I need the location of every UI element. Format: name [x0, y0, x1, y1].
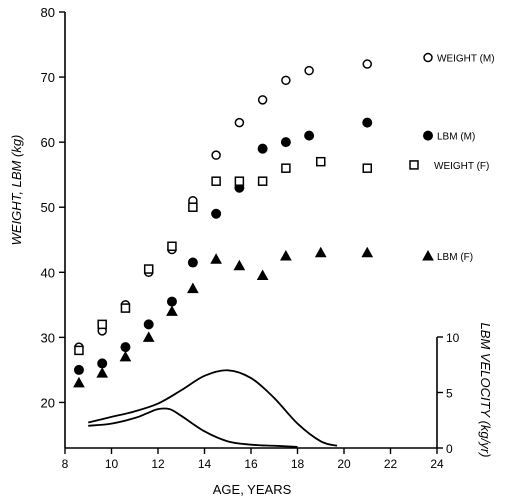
- legend: WEIGHT (M) LBM (M) WEIGHT (F) LBM (F): [409, 52, 495, 263]
- x-tick-label-18: 18: [291, 457, 305, 471]
- y-tick-label-50: 50: [41, 200, 55, 215]
- point-lbm-m-4: [166, 296, 177, 307]
- legend-marker-weight-m: [423, 52, 433, 63]
- legend-label-weight-m: WEIGHT (M): [437, 54, 495, 65]
- legend-label-lbm-m: LBM (M): [437, 132, 475, 143]
- y-tick-label-80: 80: [41, 5, 55, 20]
- point-lbm-m-6: [211, 208, 222, 219]
- point-lbm-f-7: [233, 259, 246, 271]
- y-axis-label: WEIGHT, LBM (kg): [9, 135, 24, 246]
- point-lbm-m-1: [97, 358, 108, 369]
- point-lbm-f-2: [119, 350, 132, 362]
- x-tick-label-20: 20: [337, 457, 351, 471]
- point-lbm-f-8: [256, 269, 269, 281]
- point-weight-f-6: [211, 176, 221, 186]
- legend-label-weight-f: WEIGHT (F): [434, 161, 489, 172]
- velocity-curves: [88, 369, 338, 448]
- velocity-curve-1: [88, 369, 338, 447]
- legend-label-lbm-f: LBM (F): [437, 252, 473, 263]
- point-lbm-f-11: [361, 246, 374, 258]
- point-weight-f-5: [188, 202, 198, 212]
- legend-marker-lbm-m: [423, 130, 433, 141]
- point-weight-f-11: [362, 163, 372, 173]
- point-weight-f-1: [97, 319, 107, 330]
- point-lbm-f-3: [142, 331, 155, 342]
- point-lbm-f-5: [187, 282, 199, 294]
- y2-tick-label-5: 5: [446, 387, 453, 401]
- point-lbm-f-10: [314, 246, 327, 258]
- point-weight-f-4: [167, 241, 177, 252]
- x-axis-label: AGE, YEARS: [213, 482, 292, 497]
- point-lbm-f-0: [73, 376, 85, 388]
- x-tick-label-8: 8: [62, 457, 69, 471]
- point-lbm-m-2: [120, 342, 131, 353]
- legend-marker-lbm-f: [422, 250, 434, 261]
- point-weight-m-6: [211, 150, 221, 160]
- axes: [64, 12, 438, 449]
- point-lbm-m-10: [304, 130, 315, 141]
- point-lbm-m-9: [280, 137, 291, 148]
- y2-tick-label-10: 10: [446, 331, 460, 345]
- point-weight-f-10: [316, 156, 326, 167]
- x-tick-label-24: 24: [430, 457, 444, 471]
- point-lbm-f-6: [210, 253, 222, 264]
- point-weight-f-2: [120, 303, 131, 313]
- y-tick-label-40: 40: [41, 265, 55, 280]
- point-weight-f-3: [143, 264, 154, 274]
- point-weight-f-7: [234, 176, 245, 186]
- point-lbm-m-8: [257, 143, 268, 154]
- data-points: [73, 59, 374, 388]
- point-lbm-m-11: [362, 117, 373, 128]
- point-lbm-f-9: [280, 250, 292, 261]
- point-weight-m-11: [362, 59, 372, 69]
- legend-marker-weight-f: [409, 160, 419, 170]
- point-lbm-f-4: [166, 305, 178, 316]
- tick-group: 8 10 12 14 16 18 20 22 24 20 30 40 50 60 70 80 0 5 10: [41, 5, 460, 471]
- x-tick-label-16: 16: [244, 457, 258, 471]
- y-tick-label-70: 70: [41, 70, 55, 85]
- point-weight-m-9: [281, 75, 291, 86]
- y-tick-label-30: 30: [41, 330, 55, 345]
- point-lbm-m-5: [187, 257, 198, 268]
- y-tick-label-20: 20: [41, 395, 55, 410]
- point-weight-f-0: [74, 345, 84, 356]
- point-weight-f-9: [281, 163, 291, 173]
- y2-tick-label-0: 0: [446, 442, 453, 456]
- point-lbm-f-1: [96, 367, 109, 378]
- point-weight-f-8: [257, 176, 268, 186]
- point-lbm-m-0: [73, 364, 84, 375]
- y2-axis-label: LBM VELOCITY (kg/yr): [478, 323, 493, 458]
- x-tick-label-22: 22: [384, 457, 398, 471]
- point-weight-m-8: [257, 95, 268, 105]
- x-tick-label-10: 10: [105, 457, 119, 471]
- x-tick-label-14: 14: [198, 457, 212, 471]
- y-tick-label-60: 60: [41, 135, 55, 150]
- velocity-curve-2: [88, 407, 298, 448]
- x-tick-label-12: 12: [151, 457, 165, 471]
- point-weight-m-7: [234, 117, 245, 128]
- point-weight-m-10: [304, 65, 314, 76]
- point-lbm-m-3: [143, 319, 154, 330]
